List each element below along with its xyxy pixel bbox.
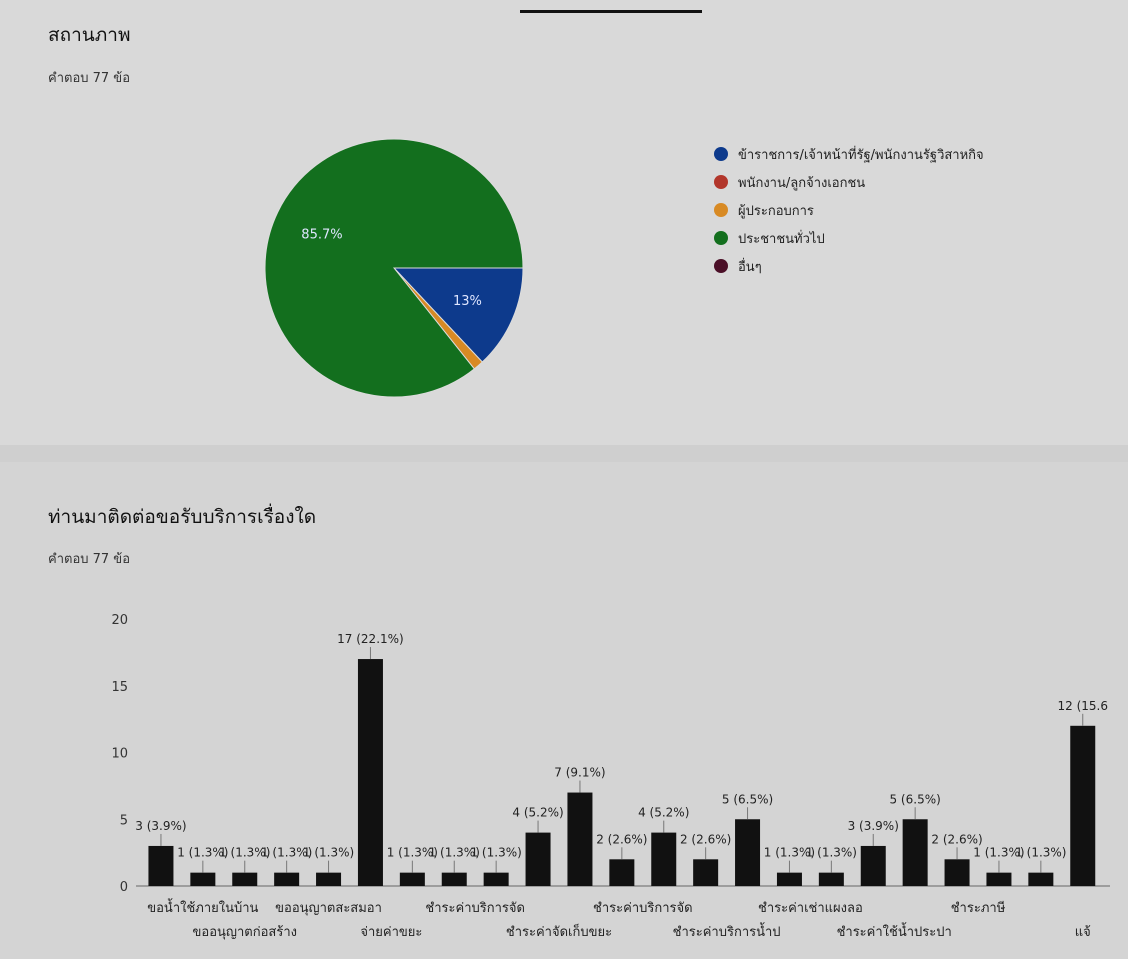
bar-data-label-11: 2 (2.6%) xyxy=(596,832,647,846)
legend-label-2: ผู้ประกอบการ xyxy=(738,203,814,219)
bar-21 xyxy=(1028,872,1054,886)
legend-item-3: ประชาชนทั่วไป xyxy=(714,224,984,252)
bar-4 xyxy=(316,872,342,886)
legend-swatch-3 xyxy=(714,231,728,245)
pie-data-label-3: 85.7% xyxy=(301,227,342,242)
bar-data-label-13: 2 (2.6%) xyxy=(680,832,731,846)
bar-data-label-17: 3 (3.9%) xyxy=(848,819,899,833)
bar-0 xyxy=(148,845,174,886)
x-tick-label-7: ชำระค่าบริการน้ำป xyxy=(673,922,781,940)
bar-data-label-12: 4 (5.2%) xyxy=(638,806,689,820)
x-tick-label-4: ชำระค่าบริการจัด xyxy=(425,901,525,916)
bar-data-label-14: 5 (6.5%) xyxy=(722,792,773,806)
service-card: ท่านมาติดต่อขอรับบริการเรื่องใด คำตอบ 77… xyxy=(0,462,1128,959)
bar-data-label-10: 7 (9.1%) xyxy=(554,766,605,780)
legend-swatch-4 xyxy=(714,259,728,273)
x-tick-label-9: ชำระค่าใช้น้ำประปา xyxy=(837,922,952,940)
legend-label-0: ข้าราชการ/เจ้าหน้าที่รัฐ/พนักงานรัฐวิสาห… xyxy=(738,147,984,163)
bar-data-label-3: 1 (1.3%) xyxy=(261,846,312,860)
x-tick-label-1: ขออนุญาตก่อสร้าง xyxy=(193,925,297,940)
bar-data-label-1: 1 (1.3%) xyxy=(177,846,228,860)
x-tick-label-6: ชำระค่าบริการจัด xyxy=(593,901,693,916)
bar-7 xyxy=(441,872,467,886)
x-tick-label-5: ชำระค่าจัดเก็บขยะ xyxy=(506,922,612,940)
pie-slice-3 xyxy=(264,138,524,398)
bar-data-label-19: 2 (2.6%) xyxy=(931,832,982,846)
x-tick-label-0: ขอน้ำใช้ภายในบ้าน xyxy=(147,898,258,916)
bar-3 xyxy=(274,872,300,886)
service-response-count: คำตอบ 77 ข้อ xyxy=(48,552,130,567)
legend-item-1: พนักงาน/ลูกจ้างเอกชน xyxy=(714,168,984,196)
legend-label-1: พนักงาน/ลูกจ้างเอกชน xyxy=(738,175,866,191)
service-title: ท่านมาติดต่อขอรับบริการเรื่องใด xyxy=(48,506,317,528)
bar-data-label-16: 1 (1.3%) xyxy=(806,846,857,860)
bar-6 xyxy=(399,872,425,886)
bar-10 xyxy=(567,792,593,886)
legend-swatch-0 xyxy=(714,147,728,161)
bar-data-label-18: 5 (6.5%) xyxy=(889,792,940,806)
bar-12 xyxy=(651,832,677,886)
bar-data-label-8: 1 (1.3%) xyxy=(470,846,521,860)
bar-2 xyxy=(232,872,258,886)
status-title: สถานภาพ xyxy=(48,24,131,46)
bar-5 xyxy=(357,659,383,886)
bar-17 xyxy=(860,845,886,886)
legend-swatch-1 xyxy=(714,175,728,189)
bar-data-label-7: 1 (1.3%) xyxy=(429,846,480,860)
legend-label-4: อื่นๆ xyxy=(738,259,762,275)
bar-13 xyxy=(693,859,719,886)
bar-data-label-20: 1 (1.3%) xyxy=(973,846,1024,860)
x-tick-label-8: ชำระค่าเช่าแผงลอ xyxy=(758,901,863,916)
bar-data-label-4: 1 (1.3%) xyxy=(303,846,354,860)
pie-chart: 13% 85.7% xyxy=(264,138,524,398)
bar-data-label-2: 1 (1.3%) xyxy=(219,846,270,860)
legend-swatch-2 xyxy=(714,203,728,217)
x-tick-label-2: ขออนุญาตสะสมอา xyxy=(275,901,382,916)
status-card: สถานภาพ คำตอบ 77 ข้อ 13% 85.7% ข้าราชการ/… xyxy=(0,0,1128,445)
y-tick-label-1: 5 xyxy=(120,813,128,828)
bar-data-label-0: 3 (3.9%) xyxy=(135,819,186,833)
y-tick-label-2: 10 xyxy=(111,747,128,762)
bar-data-label-21: 1 (1.3%) xyxy=(1015,846,1066,860)
bar-9 xyxy=(525,832,551,886)
y-tick-label-0: 0 xyxy=(120,880,128,895)
legend-label-3: ประชาชนทั่วไป xyxy=(738,231,825,247)
bar-16 xyxy=(818,872,844,886)
bar-11 xyxy=(609,859,635,886)
bar-data-label-22: 12 (15.6 xyxy=(1058,699,1108,713)
pie-data-label-0: 13% xyxy=(453,294,482,309)
legend-item-4: อื่นๆ xyxy=(714,252,984,280)
bar-20 xyxy=(986,872,1012,886)
x-tick-label-3: จ่ายค่าขยะ xyxy=(360,925,422,940)
x-tick-label-10: ชำระภาษี xyxy=(951,900,1006,916)
bar-22 xyxy=(1070,725,1096,886)
bar-data-label-6: 1 (1.3%) xyxy=(387,846,438,860)
y-tick-label-4: 20 xyxy=(111,613,128,628)
bar-data-label-15: 1 (1.3%) xyxy=(764,846,815,860)
status-response-count: คำตอบ 77 ข้อ xyxy=(48,71,130,86)
bar-18 xyxy=(902,819,928,886)
bar-15 xyxy=(776,872,802,886)
top-bar-accent xyxy=(520,10,702,13)
legend-item-0: ข้าราชการ/เจ้าหน้าที่รัฐ/พนักงานรัฐวิสาห… xyxy=(714,140,984,168)
pie-slice-0 xyxy=(392,267,524,363)
bar-data-label-5: 17 (22.1%) xyxy=(337,632,404,646)
bar-19 xyxy=(944,859,970,886)
pie-legend: ข้าราชการ/เจ้าหน้าที่รัฐ/พนักงานรัฐวิสาห… xyxy=(714,140,984,280)
x-tick-label-11: แจ้ xyxy=(1075,925,1091,940)
bar-1 xyxy=(190,872,216,886)
bar-data-label-9: 4 (5.2%) xyxy=(512,806,563,820)
bar-8 xyxy=(483,872,509,886)
y-tick-label-3: 15 xyxy=(111,680,128,695)
bar-14 xyxy=(735,819,761,886)
legend-item-2: ผู้ประกอบการ xyxy=(714,196,984,224)
